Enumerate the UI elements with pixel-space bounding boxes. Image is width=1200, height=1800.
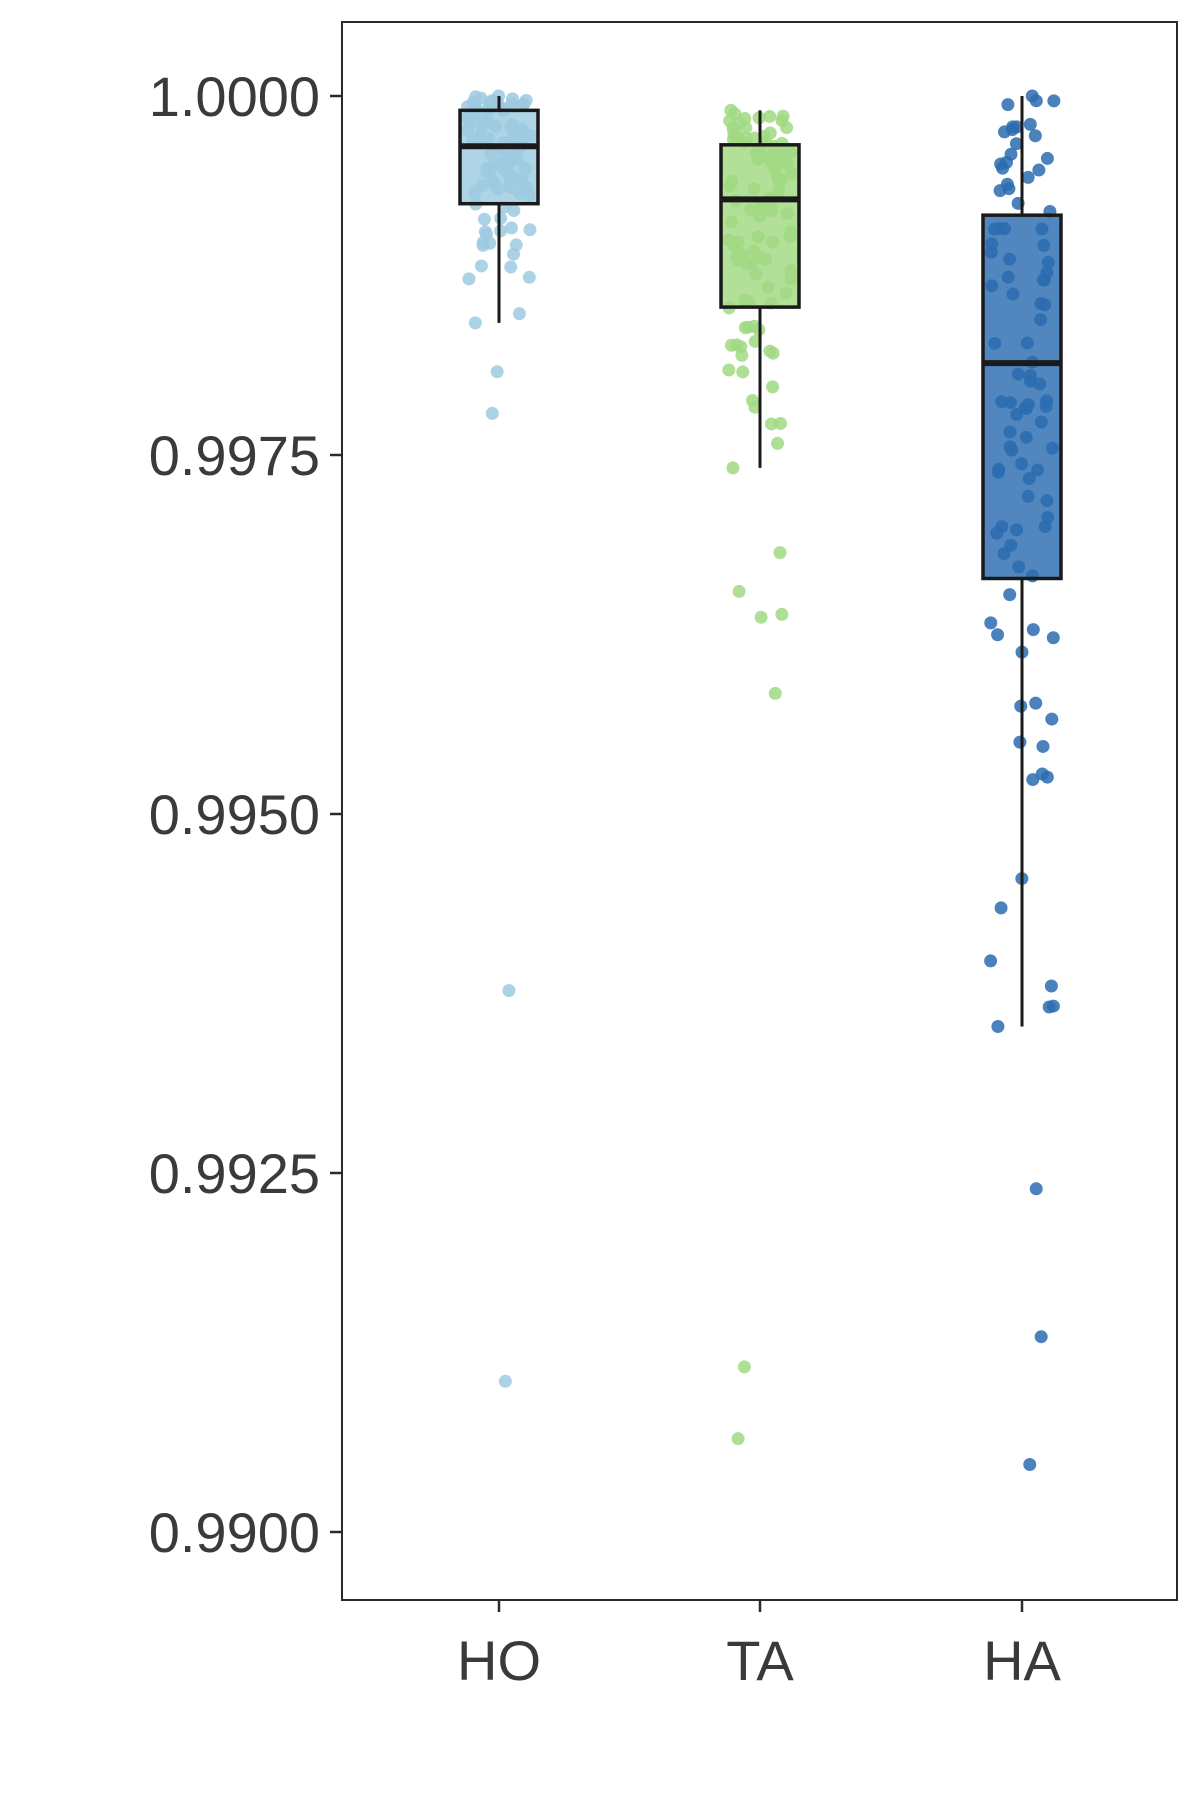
box-ha <box>981 213 1063 581</box>
data-point <box>1026 623 1040 637</box>
data-point <box>1000 177 1014 191</box>
box-ta <box>719 143 801 309</box>
data-point <box>763 344 777 358</box>
data-point <box>722 363 736 377</box>
data-point <box>505 96 519 110</box>
outlier-point <box>485 406 499 420</box>
data-point <box>741 320 755 334</box>
data-point <box>1028 129 1042 143</box>
data-point <box>994 901 1008 915</box>
data-point <box>1003 588 1017 602</box>
data-point <box>766 380 780 394</box>
outlier-point <box>775 607 789 621</box>
data-point <box>991 1020 1005 1034</box>
boxes <box>458 96 1063 1027</box>
outlier-point <box>1034 1330 1048 1344</box>
data-point <box>507 204 521 218</box>
data-point <box>991 628 1005 642</box>
outlier-point <box>731 1432 745 1446</box>
data-point <box>728 129 742 143</box>
data-point <box>522 270 536 284</box>
data-point <box>1029 696 1043 710</box>
outlier-point <box>768 686 782 700</box>
outlier-point <box>490 365 504 379</box>
data-point <box>780 121 794 135</box>
data-point <box>1026 773 1040 787</box>
outlier-point <box>1023 1458 1037 1472</box>
data-point <box>504 260 518 274</box>
outlier-point <box>502 984 516 998</box>
data-point <box>773 416 787 430</box>
data-point <box>1001 98 1015 112</box>
data-point <box>748 400 762 414</box>
outlier-point <box>1029 1182 1043 1196</box>
data-point <box>724 103 738 117</box>
data-point <box>1021 170 1035 184</box>
box-ho <box>458 108 540 206</box>
data-point <box>1013 735 1027 749</box>
outlier-point <box>498 1374 512 1388</box>
data-point <box>736 365 750 379</box>
data-point <box>763 126 777 140</box>
data-point <box>517 97 531 111</box>
outlier-point <box>754 610 768 624</box>
y-tick-label: 0.9950 <box>149 783 320 846</box>
data-point <box>1035 767 1049 781</box>
data-point <box>733 116 747 130</box>
data-point <box>726 461 740 475</box>
outlier-point <box>773 546 787 560</box>
data-point <box>466 95 480 109</box>
x-tick-label: HA <box>983 1629 1061 1692</box>
y-tick-label: 0.9975 <box>149 424 320 487</box>
data-point <box>1045 712 1059 726</box>
y-tick-label: 0.9900 <box>149 1501 320 1564</box>
data-point <box>509 238 523 252</box>
x-axis: HO TA HA <box>457 1600 1062 1692</box>
y-tick-label: 0.9925 <box>149 1142 320 1205</box>
data-point <box>1046 631 1060 645</box>
data-point <box>512 307 526 321</box>
data-point <box>1023 117 1037 131</box>
data-point <box>504 221 518 235</box>
data-point <box>1040 151 1054 165</box>
data-point <box>1044 979 1058 993</box>
data-point <box>477 212 491 226</box>
data-point <box>523 223 537 237</box>
data-point <box>1009 137 1023 151</box>
data-point <box>1047 94 1061 108</box>
x-tick-label: HO <box>457 1629 541 1692</box>
data-point <box>1025 89 1039 103</box>
data-point <box>997 125 1011 139</box>
y-tick-label: 1.0000 <box>149 65 320 128</box>
data-point <box>462 272 476 286</box>
data-point <box>1010 120 1024 134</box>
data-point <box>1004 147 1018 161</box>
x-tick-label: TA <box>726 1629 794 1692</box>
data-point <box>776 109 790 123</box>
data-point <box>494 211 508 225</box>
data-point <box>474 259 488 273</box>
data-point <box>735 348 749 362</box>
data-point <box>984 616 998 630</box>
data-point <box>1036 739 1050 753</box>
data-point <box>739 131 753 145</box>
data-point <box>1032 163 1046 177</box>
y-axis: 1.0000 0.9975 0.9950 0.9925 0.9900 <box>149 65 342 1564</box>
outlier-point <box>732 584 746 598</box>
data-point <box>763 109 777 123</box>
data-point <box>771 436 785 450</box>
data-point <box>468 316 482 330</box>
outlier-point <box>737 1360 751 1374</box>
data-point <box>478 225 492 239</box>
data-point <box>1042 1000 1056 1014</box>
data-point <box>494 224 508 238</box>
data-point <box>984 954 998 968</box>
